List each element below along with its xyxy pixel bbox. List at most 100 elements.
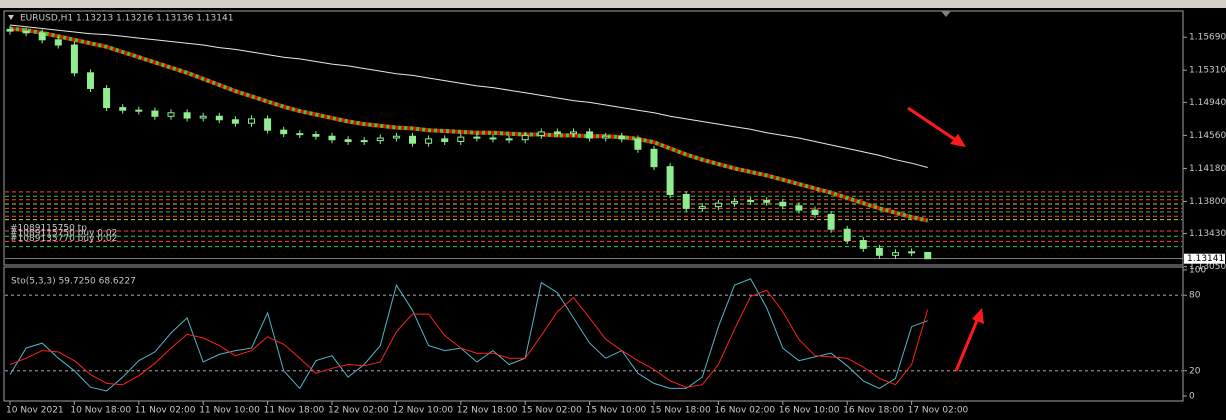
y-tick-label: 1.14940: [1189, 98, 1226, 108]
candle-body: [151, 110, 159, 117]
moving-average: [9, 24, 928, 168]
price-title: EURUSD,H1 1.13213 1.13216 1.13136 1.1314…: [20, 14, 233, 24]
stochastic-title: Sto(5,3,3) 59.7250 68.6227: [11, 277, 136, 287]
x-tick-label: 11 Nov 02:00: [135, 406, 196, 416]
x-tick-label: 15 Nov 10:00: [586, 406, 647, 416]
title-marker: [8, 15, 14, 20]
candle-body: [892, 252, 899, 256]
candle-body: [924, 251, 932, 260]
candle-body: [827, 213, 835, 230]
y-tick-label: 1.13430: [1189, 229, 1226, 239]
candle-body: [231, 119, 239, 124]
candle-body: [312, 134, 320, 137]
candle-body: [280, 129, 288, 135]
y-tick-label: 1.15690: [1189, 33, 1226, 43]
candle-body: [505, 138, 513, 141]
candle-body: [731, 200, 738, 204]
x-tick-label: 10 Nov 2021: [6, 406, 64, 416]
candle-body: [747, 200, 755, 203]
candle-body: [38, 32, 46, 41]
x-tick-label: 15 Nov 18:00: [650, 406, 711, 416]
candle-body: [473, 136, 481, 139]
y-tick-label: 1.15310: [1189, 66, 1226, 76]
candle-body: [328, 135, 336, 141]
candle-body: [553, 131, 561, 135]
x-tick-label: 12 Nov 10:00: [392, 406, 453, 416]
y-tick-label: 1.14180: [1189, 164, 1226, 174]
y-tick-label: 80: [1189, 291, 1201, 301]
candle-body: [650, 148, 658, 168]
arrow-up: [954, 317, 980, 372]
x-tick-label: 16 Nov 18:00: [843, 406, 904, 416]
stochastic-line: [9, 289, 929, 388]
candle-body: [54, 39, 62, 46]
candle-body: [714, 202, 722, 208]
y-tick-label: 0: [1189, 392, 1195, 402]
candle-body: [489, 137, 497, 140]
candle-body: [264, 118, 272, 131]
toolbar-strip: [0, 0, 1226, 8]
last-price-label: 1.13141: [1187, 254, 1224, 264]
candle-body: [875, 247, 883, 256]
candle-body: [360, 140, 368, 143]
arrow-head: [950, 134, 966, 147]
candle-body: [409, 135, 416, 144]
candle-body: [537, 131, 545, 136]
candle-body: [376, 137, 384, 142]
candle-body: [779, 201, 787, 207]
candle-body: [602, 135, 610, 139]
candle-body: [344, 139, 352, 142]
x-tick-label: 16 Nov 02:00: [714, 406, 775, 416]
stochastic-panel: [3, 266, 1184, 402]
stochastic-line: [9, 278, 928, 392]
x-tick-label: 12 Nov 18:00: [457, 406, 518, 416]
candle-body: [135, 109, 143, 112]
candle-body: [666, 166, 674, 195]
candle-body: [682, 193, 690, 209]
x-tick-label: 17 Nov 02:00: [908, 406, 969, 416]
candle-body: [570, 131, 577, 135]
x-tick-label: 11 Nov 18:00: [264, 406, 325, 416]
candle-body: [87, 72, 94, 89]
y-tick-label: 100: [1189, 266, 1206, 276]
y-tick-label: 1.13050: [1189, 262, 1226, 272]
y-tick-label: 1.13800: [1189, 197, 1226, 207]
candle-body: [392, 135, 400, 139]
moving-average: [9, 26, 929, 223]
arrow-down: [907, 106, 961, 145]
candle-body: [167, 112, 175, 117]
candle-body: [586, 131, 594, 139]
order-label: #1089115750 buy 0.02: [10, 229, 117, 239]
candle-body: [634, 138, 642, 150]
candle-body: [119, 107, 127, 111]
last-price-box: [1184, 253, 1225, 264]
x-tick-label: 16 Nov 10:00: [779, 406, 840, 416]
candle-body: [22, 30, 30, 34]
shift-marker: [941, 11, 951, 17]
candle-body: [908, 251, 916, 254]
candle-body: [248, 118, 255, 124]
candle-body: [521, 134, 529, 141]
candle-body: [296, 133, 304, 136]
candle-body: [183, 112, 191, 119]
order-label: #1089115750 tp: [10, 223, 87, 233]
x-tick-label: 15 Nov 02:00: [521, 406, 582, 416]
candle-body: [425, 138, 433, 144]
plot-layer: 1.15690 1.15310 1.14940 1.14560 1.14180 1.138…: [5, 24, 1226, 416]
candle-body: [618, 135, 626, 140]
y-tick-label: 1.14560: [1189, 131, 1226, 141]
arrow-head: [972, 308, 984, 324]
x-tick-label: 10 Nov 18:00: [70, 406, 131, 416]
candle-body: [199, 115, 207, 119]
x-tick-label: 11 Nov 10:00: [199, 406, 260, 416]
candle-body: [763, 200, 771, 203]
candle-body: [859, 240, 867, 249]
candle-body: [811, 209, 819, 215]
y-tick-label: 20: [1189, 366, 1201, 376]
candle-body: [698, 206, 706, 209]
order-label: #1089135770 buy 0.02: [10, 234, 117, 244]
x-tick-label: 12 Nov 02:00: [328, 406, 389, 416]
candle-body: [457, 136, 465, 142]
candle-body: [103, 87, 111, 109]
